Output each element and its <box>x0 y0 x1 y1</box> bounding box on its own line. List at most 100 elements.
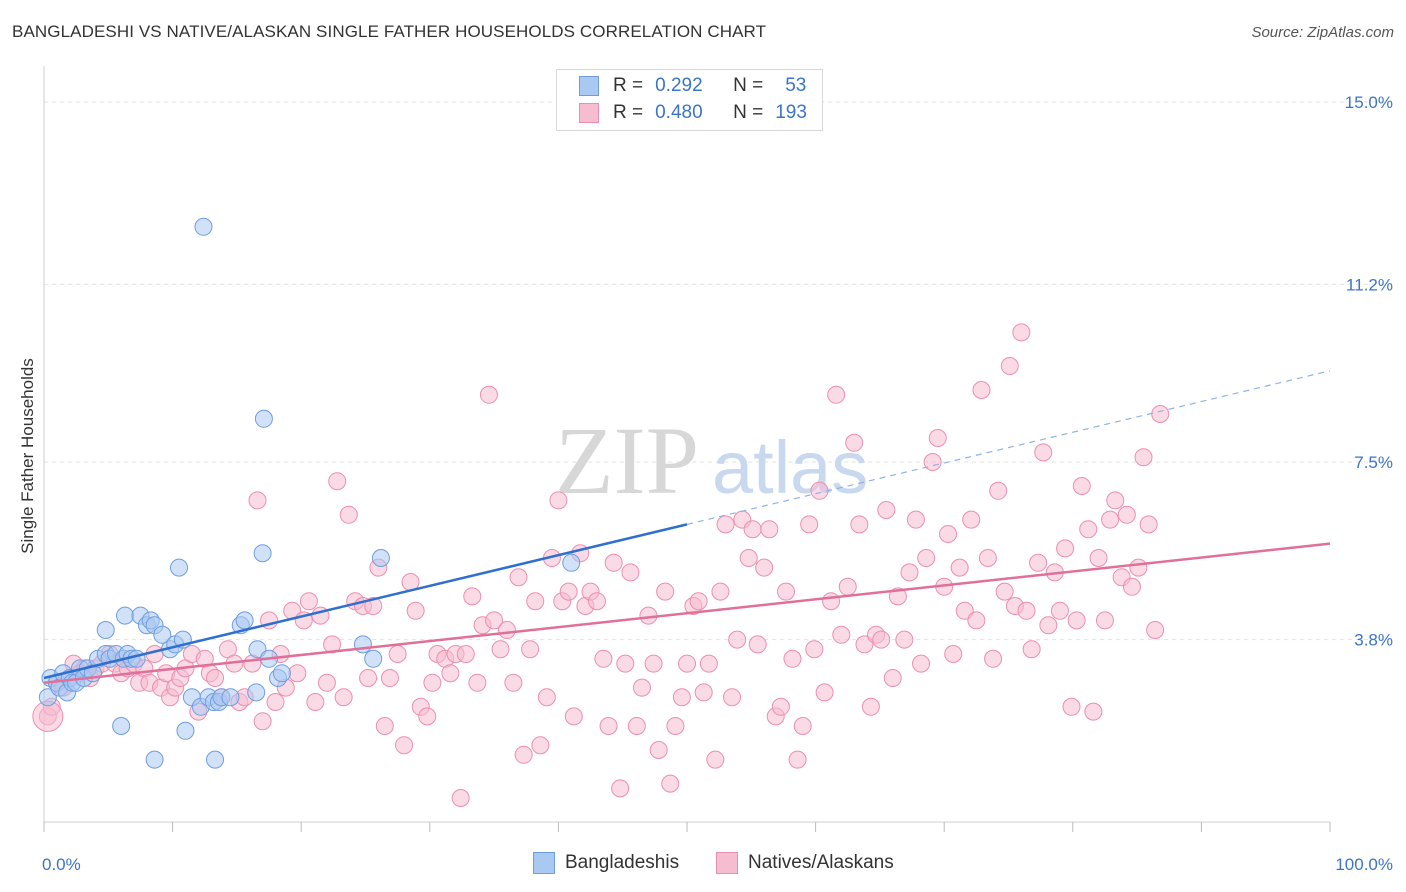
natives-alaskans-point <box>456 645 475 663</box>
r-value: 0.480 <box>655 102 703 123</box>
natives-alaskans-point <box>479 385 498 404</box>
natives-alaskans-point <box>587 592 606 611</box>
natives-alaskans-point <box>755 558 774 577</box>
y-tick-label: 11.2% <box>1346 275 1393 294</box>
natives-alaskans-point <box>604 553 623 572</box>
natives-alaskans-point <box>514 745 533 764</box>
natives-alaskans-point <box>888 587 907 606</box>
natives-alaskans-point <box>906 510 925 529</box>
bangladeshis-point <box>364 649 383 668</box>
natives-alaskans-point <box>288 664 307 683</box>
natives-alaskans-point <box>491 640 510 659</box>
natives-alaskans-point <box>699 654 718 673</box>
bangladeshis-point <box>206 750 225 769</box>
natives-alaskans-point <box>632 678 651 697</box>
natives-alaskans-point <box>861 697 880 716</box>
natives-alaskans-point <box>649 741 668 759</box>
natives-alaskans-point <box>621 563 640 582</box>
bangladeshis-point <box>194 217 213 236</box>
natives-alaskans-point <box>845 433 864 452</box>
natives-alaskans-point <box>1072 477 1091 495</box>
natives-alaskans-point <box>760 520 779 539</box>
legend-item-natives-alaskans[interactable]: Natives/Alaskans <box>716 852 894 874</box>
natives-alaskans-point <box>1034 443 1053 462</box>
natives-alaskans-point <box>451 789 470 807</box>
natives-alaskans-point <box>339 505 358 524</box>
natives-alaskans-point <box>564 707 583 726</box>
watermark: ZIP atlas <box>555 407 868 514</box>
natives-alaskans-trend-line <box>43 542 1331 685</box>
natives-alaskans-point <box>783 649 802 668</box>
natives-alaskans-point <box>716 515 735 534</box>
x-tick-label-max: 100.0% <box>1335 855 1393 874</box>
bangladeshis-point <box>127 649 146 668</box>
natives-alaskans-point <box>509 568 528 587</box>
natives-alaskans-point <box>594 649 613 668</box>
bangladeshis-point <box>272 664 291 683</box>
natives-alaskans-point <box>777 582 796 601</box>
natives-alaskans-point <box>317 673 336 692</box>
bangladeshis-point <box>254 409 273 428</box>
r-label: R = <box>613 102 644 123</box>
natives-alaskans-point <box>627 717 646 735</box>
tick-labels: 3.8% 7.5% 11.2% 15.0% 0.0% 100.0% <box>42 93 1393 874</box>
natives-alaskans-point <box>253 712 272 731</box>
natives-alaskans-point <box>793 717 812 735</box>
legend-item-bangladeshis[interactable]: Bangladeshis <box>533 852 679 874</box>
trend-lines <box>43 370 1331 685</box>
y-tick-label: 7.5% <box>1354 453 1393 472</box>
stats-row-bangladeshis: R = 0.292 N = 53 <box>579 74 806 98</box>
natives-alaskans-point <box>1000 357 1019 375</box>
bangladeshis-point <box>235 611 254 630</box>
natives-alaskans-point <box>728 630 747 649</box>
natives-alaskans-point <box>1062 697 1081 716</box>
bangladeshis-point <box>38 688 57 707</box>
natives-alaskans-point <box>810 481 829 500</box>
natives-alaskans-point <box>323 635 342 654</box>
natives-alaskans-point <box>984 649 1003 668</box>
natives-alaskans-point <box>1134 448 1153 467</box>
natives-alaskans-point <box>962 510 981 529</box>
natives-alaskans-point <box>661 774 680 793</box>
natives-alaskans-point <box>1079 520 1098 539</box>
natives-alaskans-point <box>838 577 857 596</box>
watermark-zip: ZIP <box>555 407 699 514</box>
natives-alaskans-point <box>1095 611 1114 630</box>
natives-alaskans-point <box>359 669 378 687</box>
natives-alaskans-point <box>872 630 891 649</box>
stats-row-natives: R = 0.480 N = 193 <box>579 101 807 125</box>
bangladeshis-point <box>371 549 390 567</box>
natives-alaskans-point <box>1050 601 1069 620</box>
natives-alaskans-point <box>805 640 824 659</box>
natives-alaskans-point <box>912 654 931 673</box>
natives-alaskans-point <box>689 592 708 611</box>
natives-alaskans-point <box>531 736 550 755</box>
natives-alaskans-point <box>950 558 969 577</box>
natives-alaskans-point <box>706 750 725 769</box>
y-tick-label: 3.8% <box>1354 631 1393 650</box>
natives-alaskans-point <box>306 693 325 711</box>
bangladeshis-point <box>176 721 195 740</box>
bangladeshis-trend-extension <box>686 370 1331 525</box>
natives-alaskans-point <box>1129 558 1148 577</box>
bangladeshis-point <box>221 688 240 707</box>
natives-alaskans-point <box>800 515 819 534</box>
n-label: N = <box>733 102 764 123</box>
blue-swatch <box>579 76 599 96</box>
bangladeshis-point <box>145 750 164 769</box>
natives-alaskans-point <box>248 491 267 510</box>
natives-alaskans-point <box>497 621 516 639</box>
natives-alaskans-point <box>967 611 986 630</box>
natives-alaskans-point <box>694 683 713 702</box>
natives-alaskans-point <box>380 669 399 687</box>
natives-alaskans-point <box>526 592 545 611</box>
n-value: 53 <box>785 75 807 96</box>
natives-alaskans-point <box>559 582 578 601</box>
natives-alaskans-point <box>723 688 742 707</box>
natives-alaskans-point <box>928 429 947 447</box>
bangladeshis-point <box>153 625 172 644</box>
natives-alaskans-point <box>711 582 730 601</box>
natives-alaskans-point <box>832 625 851 644</box>
natives-alaskans-point <box>743 520 762 539</box>
natives-alaskans-point <box>406 601 425 620</box>
